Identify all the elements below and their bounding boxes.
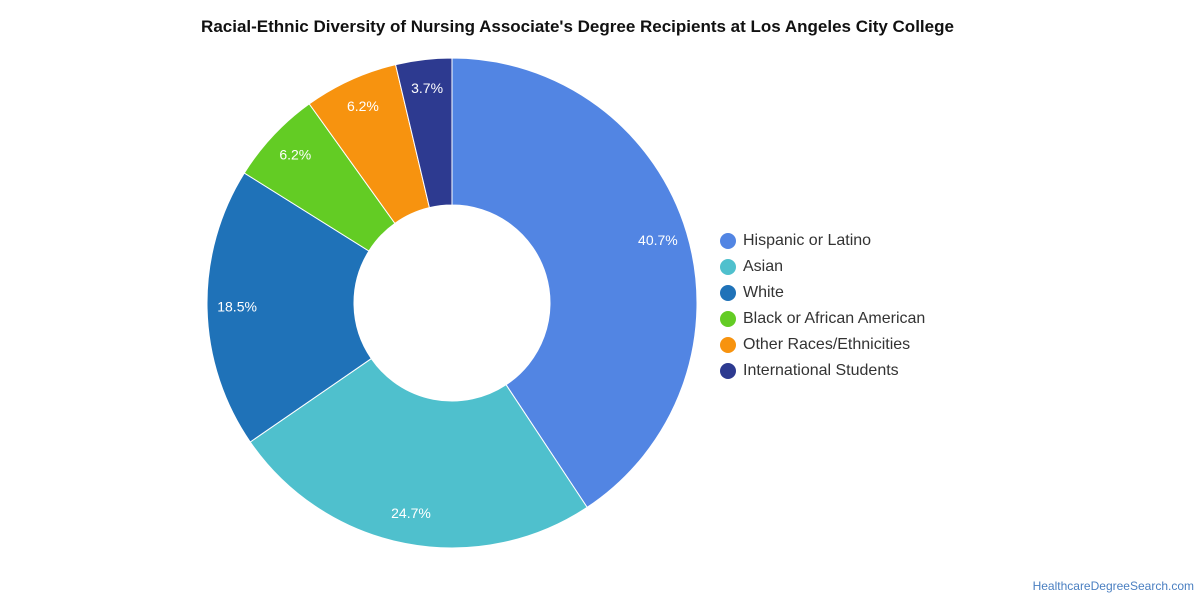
legend-label: Hispanic or Latino [743,232,872,249]
legend-swatch [720,363,736,379]
legend-item-other-races-ethnicities[interactable]: Other Races/Ethnicities [720,332,925,358]
legend-swatch [720,259,736,275]
legend-item-white[interactable]: White [720,280,925,306]
slice-label-black-or-african-american: 6.2% [279,147,311,163]
legend-item-international-students[interactable]: International Students [720,358,925,384]
legend-swatch [720,285,736,301]
legend-label: International Students [743,362,899,379]
slice-asian[interactable] [249,357,588,549]
slice-label-white: 18.5% [217,298,257,314]
slice-international-students[interactable] [394,57,453,209]
legend-item-hispanic-or-latino[interactable]: Hispanic or Latino [720,228,925,254]
legend-swatch [720,337,736,353]
legend-label: Other Races/Ethnicities [743,336,911,353]
legend-item-black-or-african-american[interactable]: Black or African American [720,306,925,332]
slice-label-hispanic-or-latino: 40.7% [638,232,678,248]
chart-legend: Hispanic or Latino Asian White Black or Afr… [720,228,925,384]
legend-item-asian[interactable]: Asian [720,254,925,280]
legend-label: White [743,284,784,301]
slice-label-international-students: 3.7% [411,80,443,96]
slice-label-other-races-ethnicities: 6.2% [347,98,379,114]
legend-label: Black or African American [743,310,926,327]
legend-swatch [720,233,736,249]
slice-white[interactable] [206,172,372,443]
chart-title: Racial-Ethnic Diversity of Nursing Assoc… [201,17,954,36]
source-credit-link[interactable]: HealthcareDegreeSearch.com [1032,579,1194,593]
legend-label: Asian [743,258,784,275]
legend-swatch [720,311,736,327]
slice-label-asian: 24.7% [391,505,431,521]
